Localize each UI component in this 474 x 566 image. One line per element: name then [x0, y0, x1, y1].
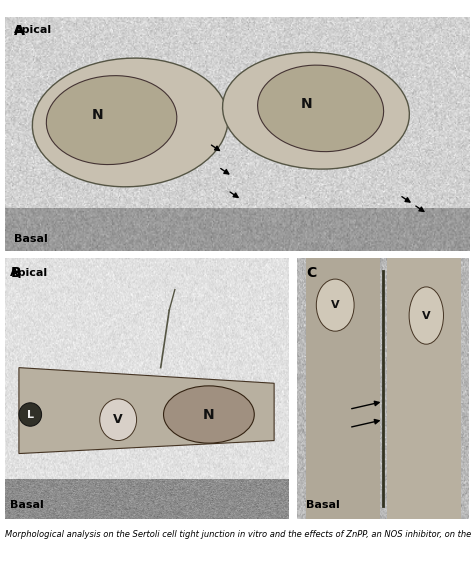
- Polygon shape: [387, 258, 461, 518]
- Text: B: B: [10, 266, 21, 280]
- Ellipse shape: [164, 386, 254, 443]
- Ellipse shape: [409, 287, 444, 344]
- Text: N: N: [301, 97, 312, 111]
- Text: Basal: Basal: [306, 500, 340, 511]
- Text: V: V: [113, 413, 123, 426]
- Text: Apical: Apical: [10, 268, 48, 278]
- Text: L: L: [27, 410, 34, 419]
- Text: C: C: [306, 266, 316, 280]
- Text: V: V: [331, 300, 339, 310]
- Polygon shape: [306, 258, 380, 518]
- Ellipse shape: [32, 58, 228, 187]
- Text: Basal: Basal: [14, 234, 48, 244]
- Ellipse shape: [257, 65, 383, 152]
- Ellipse shape: [46, 76, 177, 165]
- Ellipse shape: [223, 52, 410, 169]
- Text: A: A: [14, 24, 25, 38]
- Text: Morphological analysis on the Sertoli cell tight junction in vitro and the effec: Morphological analysis on the Sertoli ce…: [5, 530, 471, 539]
- Text: V: V: [422, 311, 430, 320]
- Polygon shape: [19, 368, 274, 453]
- Ellipse shape: [19, 403, 42, 426]
- Ellipse shape: [316, 279, 354, 331]
- Ellipse shape: [100, 399, 137, 440]
- Text: Apical: Apical: [14, 25, 52, 36]
- Text: N: N: [203, 408, 215, 422]
- Text: Basal: Basal: [10, 500, 44, 511]
- Text: N: N: [92, 109, 103, 122]
